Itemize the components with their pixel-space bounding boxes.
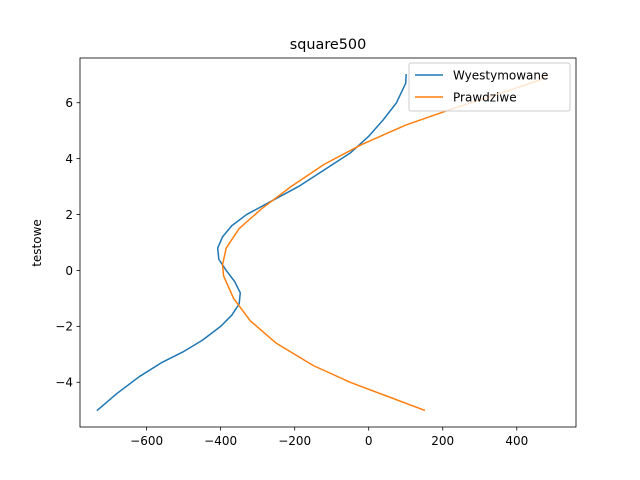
x-tick-label: 200 (431, 434, 454, 448)
y-axis-ticks: −4 −2 0 2 4 6 (55, 96, 80, 390)
y-tick-label: 6 (65, 96, 73, 110)
x-tick-label: −600 (130, 434, 163, 448)
chart-title: square500 (290, 37, 367, 53)
legend-label-wyestymowane: Wyestymowane (453, 69, 548, 83)
series-line-wyestymowane (96, 73, 407, 412)
y-tick-label: −4 (55, 376, 73, 390)
axes-frame (79, 57, 577, 428)
y-tick-label: 0 (65, 264, 73, 278)
x-tick-label: −200 (278, 434, 311, 448)
x-axis-ticks: −600 −400 −200 0 200 400 (130, 427, 528, 448)
legend-frame (408, 62, 571, 112)
legend: Wyestymowane Prawdziwe (408, 62, 571, 112)
x-tick-label: 0 (365, 434, 373, 448)
y-tick-label: −2 (55, 320, 73, 334)
y-tick-label: 4 (65, 152, 73, 166)
y-tick-label: 2 (65, 208, 73, 222)
x-tick-label: 400 (505, 434, 528, 448)
x-tick-label: −400 (204, 434, 237, 448)
y-axis-label: testowe (30, 219, 44, 267)
legend-label-prawdziwe: Prawdziwe (453, 91, 517, 105)
